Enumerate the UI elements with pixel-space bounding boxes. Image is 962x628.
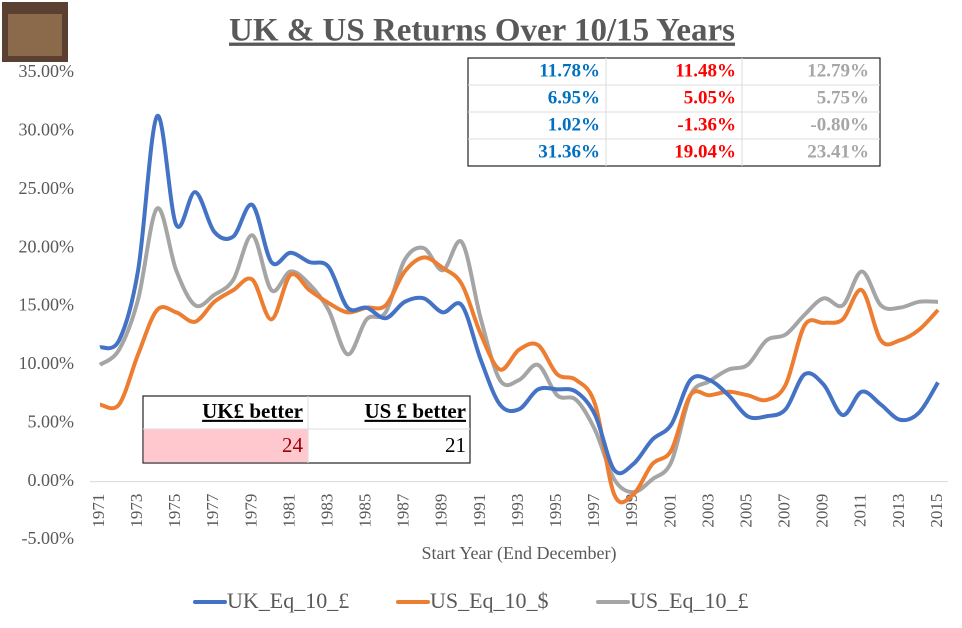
y-tick-label: 35.00% (19, 61, 75, 81)
x-tick-label: 1991 (470, 494, 489, 528)
x-tick-label: 2009 (813, 494, 832, 528)
x-tick-label: 1983 (317, 494, 336, 528)
stats-cell: 1.02% (548, 114, 600, 135)
stats-cell: 19.04% (674, 141, 736, 162)
count-value: 21 (445, 433, 466, 457)
series-line (98, 206, 939, 495)
x-axis-label: Start Year (End December) (422, 543, 617, 564)
count-value: 24 (282, 433, 304, 457)
stats-cell: 11.78% (539, 60, 600, 81)
count-header: US £ better (365, 399, 466, 423)
y-tick-label: 30.00% (19, 120, 75, 140)
count-table: UK£ better US £ better 24 21 (142, 395, 471, 464)
x-tick-label: 1985 (356, 494, 375, 528)
stats-cell: 6.95% (548, 87, 600, 108)
x-tick-label: 1981 (279, 494, 298, 528)
x-tick-label: 1987 (394, 493, 413, 528)
stats-cell: 23.41% (807, 141, 869, 162)
x-tick-label: 1973 (127, 494, 146, 528)
x-tick-label: 2013 (889, 494, 908, 528)
stats-table: 11.78% 11.48% 12.79% 6.95% 5.05% 5.75% 1.02% -1… (467, 57, 881, 167)
y-tick-label: 15.00% (19, 295, 75, 315)
x-tick-label: 1995 (546, 494, 565, 528)
x-tick-label: 2003 (698, 494, 717, 528)
legend-label: US_Eq_10_£ (630, 588, 749, 613)
stats-cell: 31.36% (538, 141, 600, 162)
x-tick-label: 2005 (736, 494, 755, 528)
y-tick-label: -5.00% (22, 528, 75, 548)
x-tick-label: 1977 (203, 493, 222, 528)
x-tick-label: 1999 (622, 494, 641, 528)
chart-title: UK & US Returns Over 10/15 Years (229, 13, 735, 49)
y-tick-label: 20.00% (19, 236, 75, 256)
y-tick-label: 5.00% (28, 411, 75, 431)
logo-art (8, 14, 62, 56)
stats-cell: 11.48% (675, 60, 736, 81)
stats-cell: 12.79% (807, 60, 869, 81)
stats-cell: 5.05% (684, 87, 736, 108)
series-line (99, 114, 940, 476)
stats-cell: -0.80% (810, 114, 869, 135)
x-tick-label: 2007 (775, 493, 794, 528)
stats-cell: 5.75% (817, 87, 869, 108)
x-tick-label: 1979 (241, 494, 260, 528)
y-tick-label: 10.00% (19, 353, 75, 373)
legend-label: US_Eq_10_$ (430, 588, 549, 613)
y-tick-label: 25.00% (19, 178, 75, 198)
highlight-cell (143, 429, 309, 463)
x-tick-label: 1989 (432, 494, 451, 528)
x-tick-label: 2001 (660, 494, 679, 528)
x-tick-label: 1971 (89, 494, 108, 528)
stats-cell: -1.36% (677, 114, 736, 135)
x-tick-label: 1997 (584, 493, 603, 528)
x-tick-label: 1975 (165, 494, 184, 528)
series-line (99, 255, 940, 505)
y-tick-label: 0.00% (28, 470, 75, 490)
x-tick-label: 1993 (508, 494, 527, 528)
count-header: UK£ better (202, 399, 303, 423)
legend-label: UK_Eq_10_£ (227, 588, 349, 613)
x-tick-label: 2011 (851, 494, 870, 527)
x-tick-label: 2015 (927, 494, 946, 528)
